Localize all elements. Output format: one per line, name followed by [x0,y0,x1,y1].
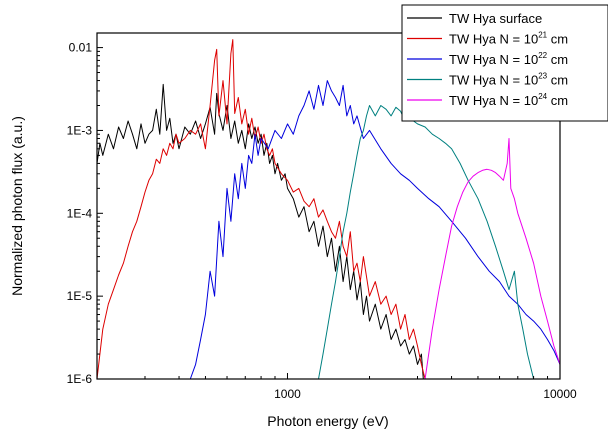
series-line-3 [189,80,560,379]
y-axis-title: Normalized photon flux (a.u.) [9,116,25,296]
legend: TW Hya surface TW Hya N = 1021 cm TW Hya N… [401,4,608,122]
x-tick-label-2: 10000 [543,387,577,401]
legend-box [401,4,608,122]
x-tick-label-1: 1000 [274,387,301,401]
y-tick-label-4: 1E-3 [67,123,93,137]
legend-label-1: TW Hya surface [449,11,542,26]
x-axis-title: Photon energy (eV) [267,413,388,429]
y-tick-label-2: 1E-5 [67,289,93,303]
legend-label-4: TW Hya N = 1023 cm [449,72,568,88]
series-line-5 [424,138,560,379]
legend-label-5: TW Hya N = 1024 cm [449,92,568,108]
series-line-1 [97,83,424,379]
ticks-layer: 1000 10000 1E-6 1E-5 1E-4 1E-3 0.01 [67,41,577,401]
y-tick-label-1: 1E-6 [67,372,93,386]
plot-frame [96,32,561,380]
y-tick-label-3: 1E-4 [67,206,93,220]
legend-label-2: TW Hya N = 1021 cm [449,31,568,47]
y-tick-label-5: 0.01 [69,41,93,55]
legend-label-3: TW Hya N = 1022 cm [449,51,568,67]
